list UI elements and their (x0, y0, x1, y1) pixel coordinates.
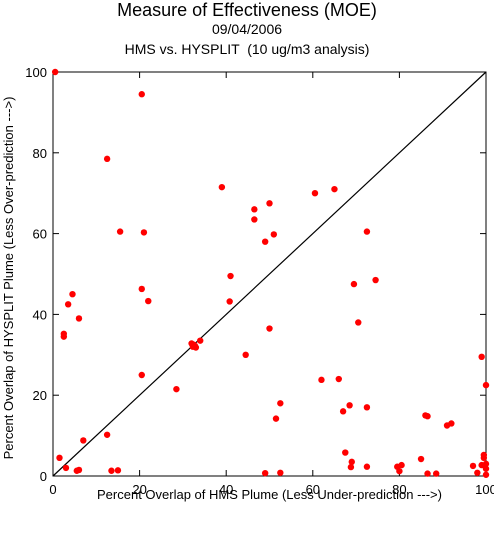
data-point (191, 342, 199, 350)
data-point (218, 183, 226, 191)
data-point (270, 231, 278, 238)
y-tick-label: 80 (33, 146, 47, 161)
data-point (116, 228, 124, 235)
data-point (261, 469, 269, 477)
data-point (69, 291, 76, 298)
data-point (482, 465, 490, 472)
data-point (73, 467, 81, 474)
x-tick-label: 100 (475, 482, 494, 497)
data-point (227, 272, 234, 280)
data-point (335, 375, 342, 383)
data-point (348, 458, 355, 466)
data-point (443, 422, 451, 429)
y-tick-label: 40 (33, 307, 47, 322)
data-point (424, 413, 431, 420)
data-point (417, 455, 425, 463)
data-point (80, 437, 87, 444)
data-point (342, 449, 349, 456)
x-tick-label: 60 (306, 482, 320, 497)
x-axis-label: Percent Overlap of HMS Plume (Less Under… (97, 487, 442, 502)
data-point (138, 285, 145, 293)
chart-title: Measure of Effectiveness (MOE) (117, 0, 377, 20)
data-point (103, 155, 111, 163)
data-point (331, 185, 338, 193)
data-point (350, 280, 358, 288)
data-point (60, 333, 68, 340)
data-point (482, 471, 490, 478)
data-point (277, 400, 284, 407)
data-point (474, 469, 481, 476)
data-point (138, 371, 145, 379)
chart-subtitle: HMS vs. HYSPLIT (10 ug/m3 analysis) (124, 41, 370, 57)
data-point (396, 467, 403, 475)
axis-ticks: 0 20 40 60 80 100 0 20 40 60 80 100 (25, 65, 494, 497)
data-point (138, 91, 145, 98)
data-point (363, 404, 371, 411)
data-point (261, 238, 269, 245)
data-point (251, 216, 258, 223)
y-tick-label: 0 (40, 469, 47, 484)
data-point (114, 467, 122, 474)
data-point (482, 381, 490, 389)
data-point (226, 298, 233, 305)
data-point (140, 229, 148, 236)
data-point (339, 408, 347, 415)
data-point (469, 462, 477, 470)
data-point (478, 353, 485, 361)
data-point (478, 461, 485, 469)
data-point (272, 415, 280, 422)
data-point (62, 464, 70, 472)
data-point (51, 68, 59, 76)
data-point (145, 297, 152, 305)
chart-date: 09/04/2006 (211, 21, 283, 37)
data-points (51, 68, 490, 478)
x-tick-label: 20 (132, 482, 146, 497)
data-point (64, 301, 72, 308)
data-point (363, 228, 371, 235)
data-point (266, 200, 273, 207)
data-point (355, 319, 362, 326)
y-tick-label: 100 (25, 65, 47, 80)
data-point (242, 351, 249, 358)
data-point (103, 431, 111, 438)
plot-frame (52, 71, 487, 477)
y-axis-label: Percent Overlap of HYSPLIT Plume (Less O… (1, 97, 16, 460)
data-point (346, 402, 353, 409)
data-point (266, 325, 273, 332)
data-point (318, 376, 325, 384)
plot-border (52, 71, 487, 477)
data-point (480, 454, 488, 462)
data-point (197, 337, 204, 344)
data-point (277, 469, 284, 476)
data-point (433, 470, 440, 477)
x-tick-label: 80 (392, 482, 406, 497)
x-tick-label: 0 (49, 482, 56, 497)
data-point (363, 463, 371, 470)
data-point (108, 467, 115, 474)
data-point (311, 190, 319, 197)
data-point (75, 315, 83, 322)
y-tick-label: 20 (33, 388, 47, 403)
y-tick-label: 60 (33, 227, 47, 242)
data-point (424, 470, 431, 477)
data-point (347, 463, 355, 471)
x-tick-label: 40 (219, 482, 233, 497)
data-point (372, 276, 379, 284)
one-to-one-line (52, 71, 487, 477)
reference-line-group (52, 71, 487, 477)
data-point (56, 454, 63, 462)
data-point (251, 206, 258, 213)
data-point (173, 385, 180, 393)
